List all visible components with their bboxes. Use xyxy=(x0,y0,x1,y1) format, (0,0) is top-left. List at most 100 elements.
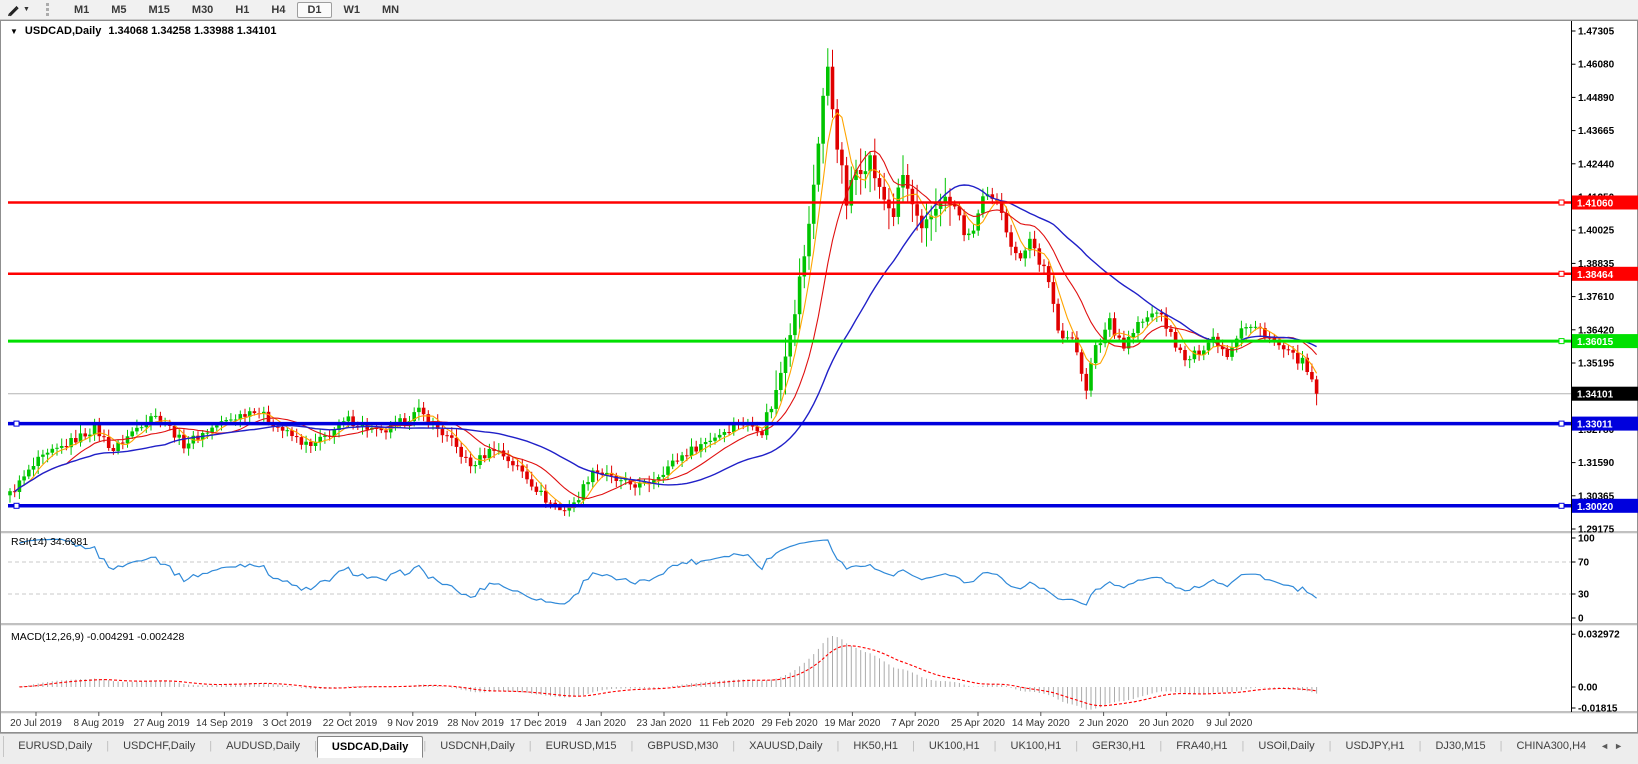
price-tick-label: 1.40025 xyxy=(1578,226,1615,237)
chart-tab-china300-h4[interactable]: CHINA300,H4 xyxy=(1516,740,1587,752)
date-label: 27 Aug 2019 xyxy=(134,718,191,729)
timeframe-button-m1[interactable]: M1 xyxy=(73,3,90,16)
date-label: 11 Feb 2020 xyxy=(699,718,755,729)
tab-separator: | xyxy=(1159,740,1163,752)
hline-handle-left[interactable] xyxy=(13,420,20,427)
draw-tool-button[interactable]: ▼ xyxy=(0,3,34,17)
price-tick-label: 1.35195 xyxy=(1578,359,1615,370)
current-price-label-bg xyxy=(1572,386,1638,401)
macd-axis-label: -0.01815 xyxy=(1578,704,1618,715)
price-tick-label: 1.38835 xyxy=(1578,259,1615,270)
date-label: 3 Oct 2019 xyxy=(263,718,312,729)
hline-price-label-bg xyxy=(1572,416,1638,431)
chart-tab-xauusd-daily[interactable]: XAUUSD,Daily xyxy=(749,740,823,752)
hline-handle-right[interactable] xyxy=(1558,338,1565,345)
timeframe-button-m5[interactable]: M5 xyxy=(111,3,127,16)
tab-separator: | xyxy=(993,740,997,752)
tab-separator: | xyxy=(630,740,634,752)
macd-axis-label: 0.032972 xyxy=(1578,630,1620,641)
date-label: 14 May 2020 xyxy=(1012,718,1070,729)
hline-price-label: 1.33011 xyxy=(1577,420,1613,431)
tab-separator: | xyxy=(314,740,317,752)
date-label: 20 Jul 2019 xyxy=(10,718,62,729)
tab-scroll-arrows[interactable]: ◄► xyxy=(1600,741,1628,751)
chart-title: ▼ USDCAD,Daily 1.34068 1.34258 1.33988 1… xyxy=(10,25,277,37)
rsi-axis-label: 0 xyxy=(1578,614,1584,625)
ma-slow-line xyxy=(14,184,1317,493)
chart-canvas[interactable]: 1.473051.460801.448901.436651.424401.412… xyxy=(0,20,1638,733)
timeframe-button-m30[interactable]: M30 xyxy=(191,3,214,16)
date-label: 17 Dec 2019 xyxy=(510,718,567,729)
hline-handle-right[interactable] xyxy=(1558,199,1565,206)
chart-tab-usdchf-daily[interactable]: USDCHF,Daily xyxy=(123,740,196,752)
chart-tab-bar: EURUSD,Daily | USDCHF,Daily | AUDUSD,Daily | U… xyxy=(0,733,1638,764)
date-label: 29 Feb 2020 xyxy=(762,718,819,729)
date-label: 25 Apr 2020 xyxy=(951,718,1005,729)
date-label: 22 Oct 2019 xyxy=(323,718,378,729)
chart-tab-fra40-h1[interactable]: FRA40,H1 xyxy=(1176,740,1228,752)
hline-handle-right[interactable] xyxy=(1558,420,1565,427)
hline-price-label: 1.30020 xyxy=(1577,502,1614,513)
price-tick-label: 1.44890 xyxy=(1578,93,1615,104)
date-label: 9 Jul 2020 xyxy=(1206,718,1253,729)
rsi-line xyxy=(19,538,1317,606)
timeframe-button-d1[interactable]: D1 xyxy=(297,1,332,18)
tab-separator: | xyxy=(106,740,110,752)
tab-separator: | xyxy=(1499,740,1503,752)
timeframe-button-h4[interactable]: H4 xyxy=(271,3,286,16)
draw-tool-icon xyxy=(8,5,19,16)
hline-price-label-bg xyxy=(1572,334,1638,349)
candles-layer xyxy=(8,48,1319,517)
chart-tab-usdcnh-daily[interactable]: USDCNH,Daily xyxy=(440,740,515,752)
date-label: 14 Sep 2019 xyxy=(196,718,253,729)
hline-price-label: 1.36015 xyxy=(1577,337,1614,348)
symbol-dropdown-icon[interactable]: ▼ xyxy=(10,26,18,36)
chart-tab-usdjpy-h1[interactable]: USDJPY,H1 xyxy=(1345,740,1405,752)
tab-separator: | xyxy=(1241,740,1245,752)
timeframe-button-w1[interactable]: W1 xyxy=(343,3,361,16)
timeframe-toolbar: M1 M5 M15 M30 H1 H4 D1 W1 MN xyxy=(63,1,410,18)
chart-tab-eurusd-daily[interactable]: EURUSD,Daily xyxy=(18,740,93,752)
top-toolbar: ▼ M1 M5 M15 M30 H1 H4 D1 W1 MN xyxy=(0,0,1638,20)
tab-separator: | xyxy=(1418,740,1422,752)
price-tick-label: 1.47305 xyxy=(1578,27,1615,38)
hline-price-label-bg xyxy=(1572,498,1638,513)
tab-separator: | xyxy=(209,740,213,752)
date-label: 4 Jan 2020 xyxy=(576,718,626,729)
chart-tab-usoil-daily[interactable]: USOil,Daily xyxy=(1258,740,1315,752)
chart-tab-dj30-m15[interactable]: DJ30,M15 xyxy=(1435,740,1486,752)
current-price-label: 1.34101 xyxy=(1577,390,1614,401)
price-tick-label: 1.29175 xyxy=(1578,525,1615,536)
timeframe-button-mn[interactable]: MN xyxy=(382,3,400,16)
time-axis[interactable]: 20 Jul 2019 8 Aug 2019 27 Aug 2019 14 Sep 2… xyxy=(10,712,1253,729)
chart-tab-uk100-h1[interactable]: UK100,H1 xyxy=(928,740,980,752)
chart-tab-gbpusd-m30[interactable]: GBPUSD,M30 xyxy=(647,740,719,752)
macd-signal-line xyxy=(19,645,1317,707)
toolbar-grip[interactable] xyxy=(45,3,53,16)
hline-handle-right[interactable] xyxy=(1558,270,1565,277)
rsi-indicator-label: RSI(14) 34.6981 xyxy=(11,536,89,548)
date-label: 9 Nov 2019 xyxy=(387,718,439,729)
chart-tab-usdcad-daily[interactable]: USDCAD,Daily xyxy=(316,736,424,758)
chart-symbol-period: USDCAD,Daily xyxy=(24,25,102,37)
hline-price-label-bg xyxy=(1572,266,1638,281)
date-label: 7 Apr 2020 xyxy=(891,718,940,729)
hline-price-label-bg xyxy=(1572,195,1638,210)
tab-separator: | xyxy=(423,740,427,752)
chart-tab-audusd-daily[interactable]: AUDUSD,Daily xyxy=(226,740,301,752)
ma-fast-line xyxy=(14,112,1318,509)
tab-separator: | xyxy=(912,740,915,752)
chart-tab-uk100-h1[interactable]: UK100,H1 xyxy=(1010,740,1062,752)
macd-axis-label: 0.00 xyxy=(1578,683,1598,694)
tab-separator: | xyxy=(732,740,736,752)
chart-tab-hk50-h1[interactable]: HK50,H1 xyxy=(853,740,899,752)
hline-handle-right[interactable] xyxy=(1558,502,1565,509)
chart-tab-ger30-h1[interactable]: GER30,H1 xyxy=(1092,740,1146,752)
tab-separator: | xyxy=(1328,740,1332,752)
macd-histogram xyxy=(18,636,1318,710)
hline-handle-left[interactable] xyxy=(13,502,20,509)
chart-tab-eurusd-m15[interactable]: EURUSD,M15 xyxy=(545,740,617,752)
timeframe-button-h1[interactable]: H1 xyxy=(235,3,250,16)
timeframe-button-m15[interactable]: M15 xyxy=(148,3,170,16)
